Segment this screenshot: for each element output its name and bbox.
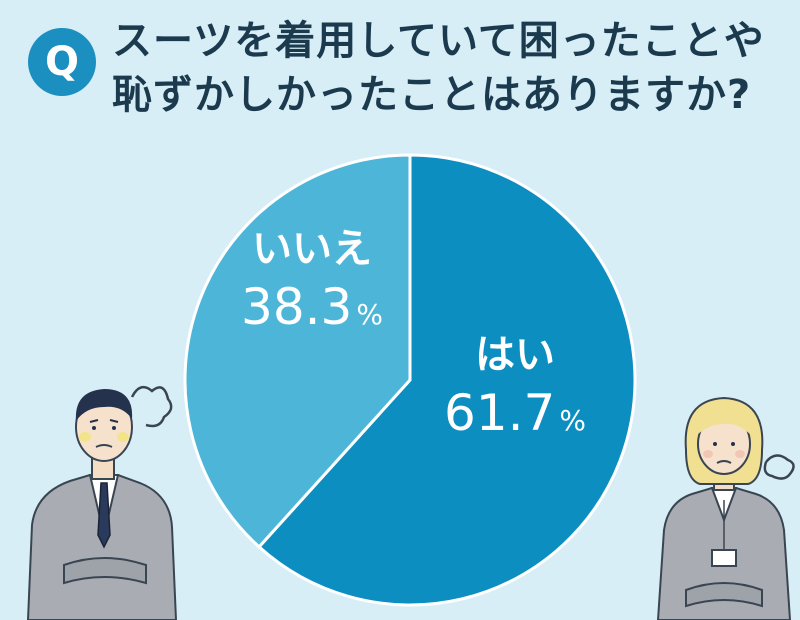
question-title: スーツを着用していて困ったことや 恥ずかしかったことはありますか? [112,14,792,122]
slice-label-yes: はい [475,332,555,378]
slice-value-no: 38.3% [241,278,383,336]
troubled-woman-illustration [656,396,795,620]
slice-value-yes: 61.7% [444,384,586,442]
troubled-man-illustration [26,385,178,620]
question-line-2: 恥ずかしかったことはありますか? [112,72,752,118]
question-badge: Q [28,28,96,96]
slice-label-no: いいえ [252,226,372,272]
pie-slice-yes [256,153,637,607]
pie-slice-no [183,153,412,550]
question-line-1: スーツを着用していて困ったことや [112,18,765,64]
